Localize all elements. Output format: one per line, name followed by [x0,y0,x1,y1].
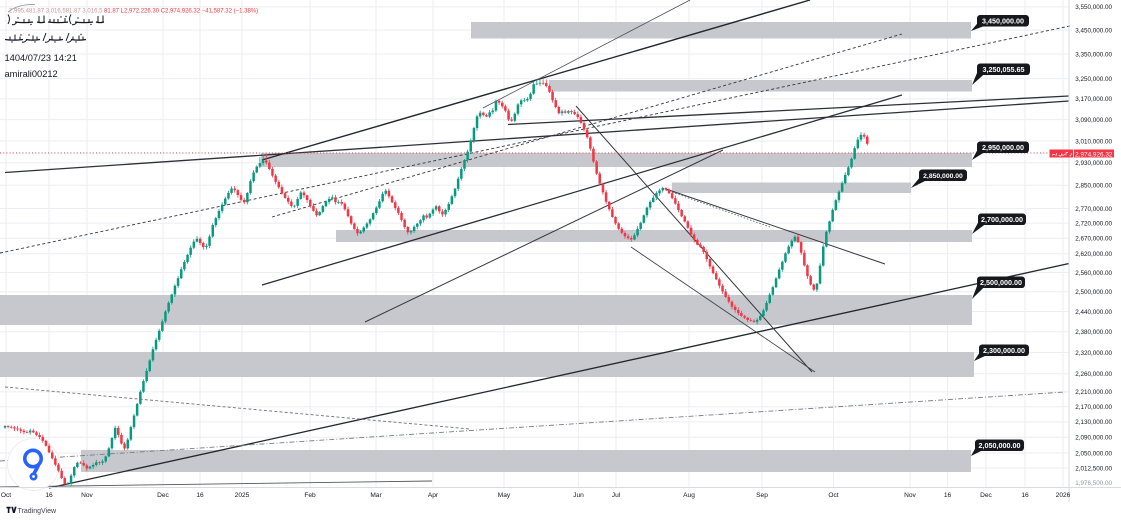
svg-text:3,170,000.00: 3,170,000.00 [1075,96,1112,103]
svg-text:2,300,000.00: 2,300,000.00 [983,346,1025,355]
svg-text:16: 16 [45,492,53,499]
svg-text:2,720,000.00: 2,720,000.00 [1075,221,1112,228]
svg-text:2,620,000.00: 2,620,000.00 [1075,251,1112,258]
svg-text:Nov: Nov [81,492,93,499]
svg-text:16: 16 [944,492,952,499]
svg-text:May: May [498,492,511,499]
svg-text:Mar: Mar [370,492,382,499]
svg-text:Oct: Oct [828,492,838,499]
svg-text:Feb: Feb [304,492,316,499]
svg-text:3,350,000.00: 3,350,000.00 [1075,51,1112,58]
svg-text:2,130,000.00: 2,130,000.00 [1075,419,1112,426]
svg-text:3,250,000.00: 3,250,000.00 [1075,76,1112,83]
svg-text:2,670,000.00: 2,670,000.00 [1075,236,1112,243]
svg-text:3,090,000.00: 3,090,000.00 [1075,117,1112,124]
svg-text:2,950,000.00: 2,950,000.00 [982,143,1024,152]
svg-text:Nov: Nov [904,492,916,499]
svg-text:2,560,000.00: 2,560,000.00 [1075,270,1112,277]
svg-text:Jun: Jun [573,492,584,499]
svg-text:2,700,000.00: 2,700,000.00 [981,215,1023,224]
svg-text:2026: 2026 [1056,492,1071,499]
svg-text:3,550,000.00: 3,550,000.00 [1075,4,1112,11]
svg-text:16: 16 [196,492,204,499]
svg-text:2,974,926.32: 2,974,926.32 [1075,151,1113,158]
svg-text:TradingView: TradingView [18,508,57,515]
svg-text:2,050,000.00: 2,050,000.00 [1075,450,1112,457]
svg-text:Oct: Oct [1,492,11,499]
svg-text:amirali00212: amirali00212 [5,69,58,79]
svg-text:3,250,055.65: 3,250,055.65 [983,65,1025,74]
svg-text:Dec: Dec [980,492,992,499]
svg-text:2,770,000.00: 2,770,000.00 [1075,206,1112,213]
svg-text:2,440,000.00: 2,440,000.00 [1075,309,1112,316]
svg-text:2,210,000.00: 2,210,000.00 [1075,389,1112,396]
svg-text:2,050,000.00: 2,050,000.00 [979,441,1021,450]
svg-text:81.87 L2,972,226.30 C2,974,9: 81.87 L2,972,226.30 C2,974,926.32 −41,58… [104,9,258,15]
svg-text:2,090,000.00: 2,090,000.00 [1075,435,1112,442]
svg-text:1,976,500.00: 1,976,500.00 [1075,480,1112,487]
svg-text:2,500,000.00: 2,500,000.00 [1075,289,1112,296]
svg-text:2,260,000.00: 2,260,000.00 [1075,371,1112,378]
svg-text:Sep: Sep [756,492,768,499]
svg-text:3,450,000.00: 3,450,000.00 [1075,27,1112,34]
svg-text:Aug: Aug [683,492,695,499]
svg-text:1404/07/23 14:21: 1404/07/23 14:21 [5,53,77,63]
svg-text:3,010,000.00: 3,010,000.00 [1075,138,1112,145]
svg-text:2,012,500.00: 2,012,500.00 [1075,465,1112,472]
svg-text:2,850,000.00: 2,850,000.00 [1075,183,1112,190]
svg-text:3,450,000.00: 3,450,000.00 [982,17,1024,26]
svg-text:2,170,000.00: 2,170,000.00 [1075,404,1112,411]
svg-text:Jul: Jul [612,492,621,499]
svg-text:2,850,000.00: 2,850,000.00 [923,173,963,180]
svg-text:2,930,000.00: 2,930,000.00 [1075,160,1112,167]
svg-text:Dec: Dec [157,492,169,499]
svg-text:Apr: Apr [428,492,439,499]
svg-text:2,320,000.00: 2,320,000.00 [1075,350,1112,357]
svg-text:2,380,000.00: 2,380,000.00 [1075,329,1112,336]
svg-text:2,500,000.00: 2,500,000.00 [980,278,1022,287]
svg-text:16: 16 [1021,492,1029,499]
svg-text:2,995,481.87 3,016,581.87 3,: 2,995,481.87 3,016,581.87 3,016,5 [9,9,103,15]
svg-text:2025: 2025 [235,492,250,499]
